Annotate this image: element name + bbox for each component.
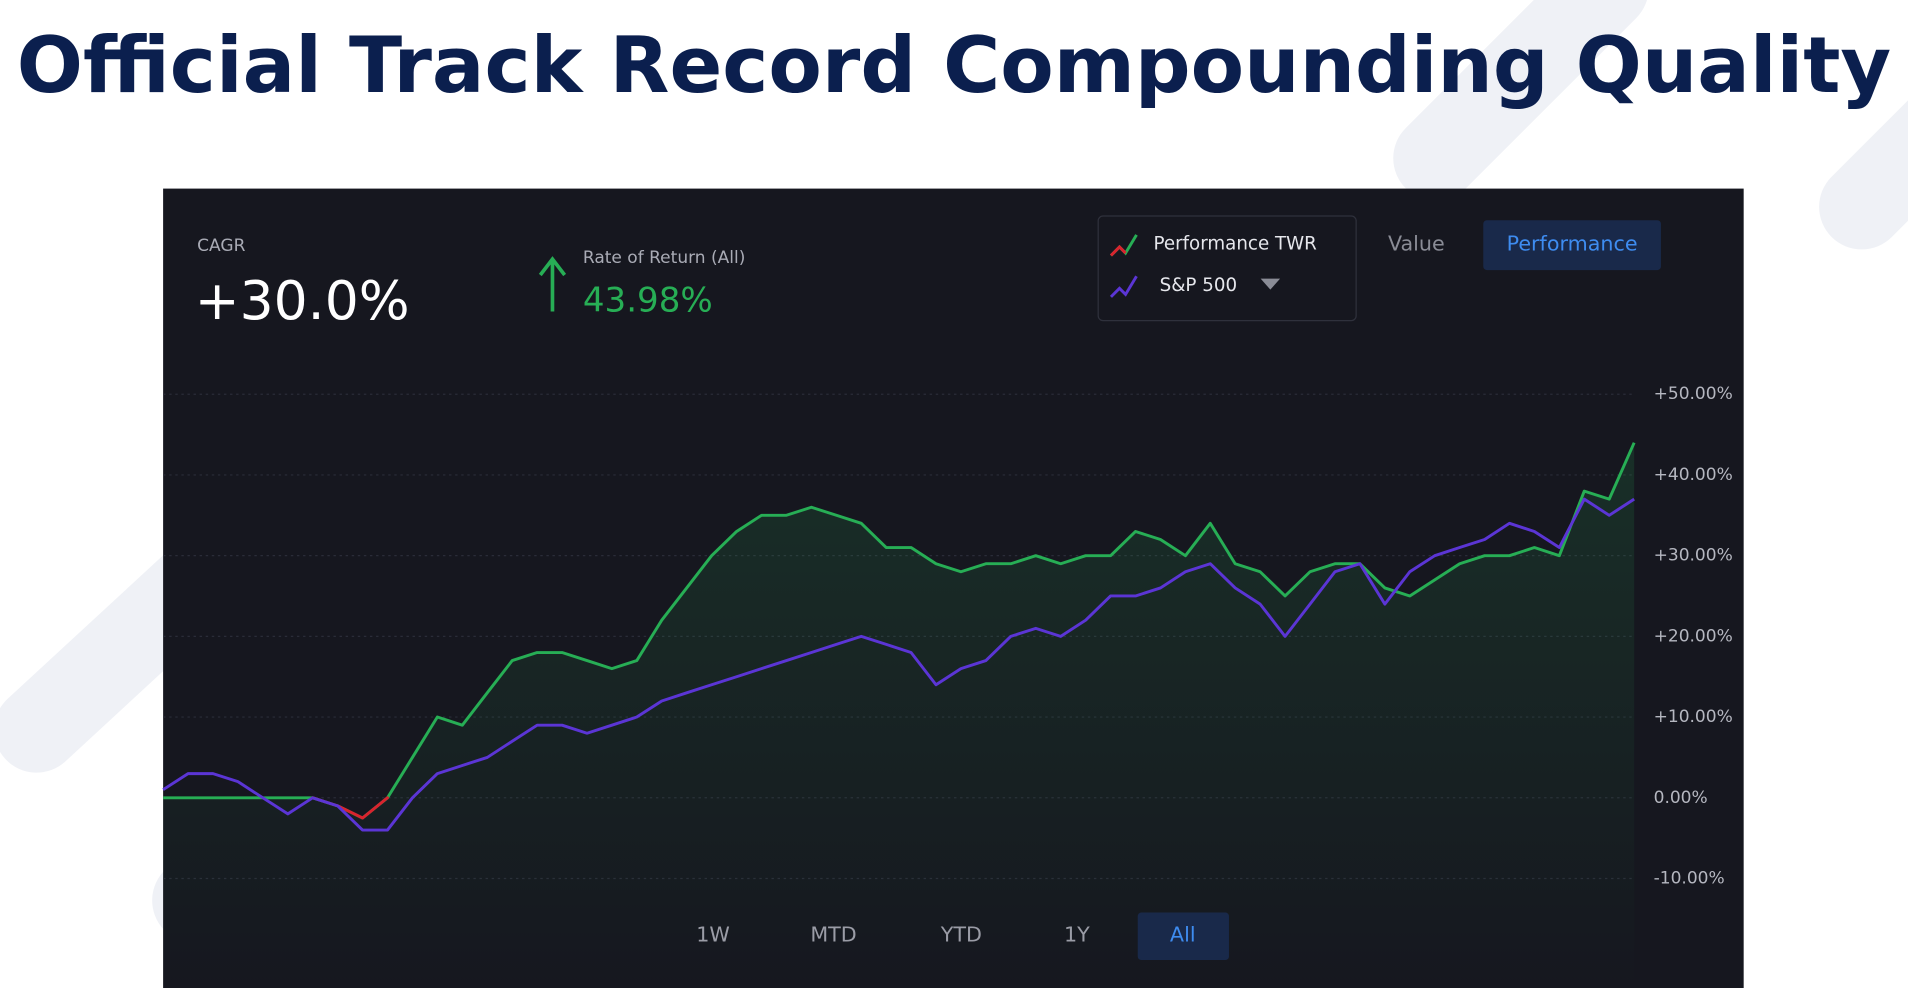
y-tick-label: 0.00% [1654,788,1708,808]
series-line [162,497,1635,832]
view-button[interactable]: Value [1388,232,1445,256]
return-value: 43.98% [583,280,713,320]
y-tick-label: -10.00% [1654,868,1725,888]
range-button[interactable]: 1W [696,923,730,947]
cagr-label: CAGR [197,236,245,256]
legend-label[interactable]: Performance TWR [1154,234,1318,255]
legend-icon [1109,275,1138,298]
legend-label[interactable]: S&P 500 [1160,275,1237,296]
series-line [163,442,1636,820]
negative-segment [336,804,365,820]
slide-title: Official Track Record Compounding Qualit… [17,21,1891,111]
legend-dropdown[interactable] [1260,278,1281,290]
cagr-value: +30.0% [195,269,410,332]
negative-segment [361,796,389,820]
y-tick-label: +40.00% [1654,465,1733,485]
return-label: Rate of Return (All) [583,248,745,268]
range-button[interactable]: YTD [940,923,982,947]
range-button[interactable]: All [1170,923,1196,947]
range-button-active-bg[interactable] [1137,912,1229,961]
legend-box [1097,215,1357,322]
y-tick-label: +20.00% [1654,626,1733,646]
view-button-active-bg[interactable] [1483,220,1661,271]
y-tick-label: +30.00% [1654,546,1733,566]
y-tick-label: +10.00% [1654,707,1733,727]
legend-icon-negative [1109,244,1127,257]
legend: Performance TWR S&P 500 [1109,234,1318,298]
y-tick-label: +50.00% [1654,384,1733,404]
range-button[interactable]: MTD [810,923,856,947]
view-button[interactable]: Performance [1507,232,1638,256]
up-arrow-icon [538,256,567,312]
range-button[interactable]: 1Y [1064,923,1090,947]
plot: -10.00% 0.00% +10.00% +20.00% +30.00% +40.00%… [162,384,1733,988]
range-buttons: 1W MTD YTD 1Y All [696,923,1195,947]
